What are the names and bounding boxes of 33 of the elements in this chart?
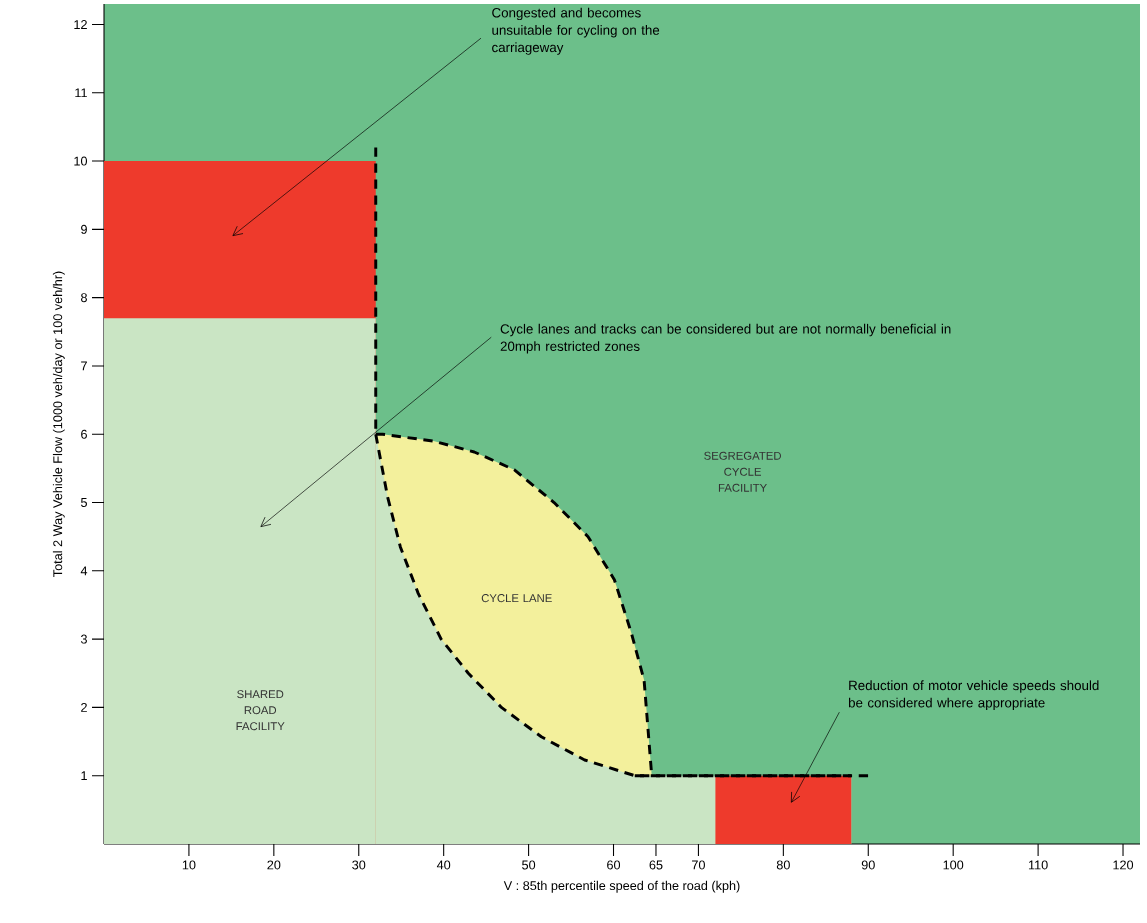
y-tick-label: 9: [81, 224, 87, 234]
x-tick-label: 90: [861, 860, 875, 870]
y-axis-title: Total 2 Way Vehicle Flow (1000 veh/day or 100 veh/hr): [52, 271, 65, 577]
x-tick-label: 30: [352, 860, 366, 870]
y-tick-label: 2: [81, 702, 87, 712]
x-tick-label: 10: [182, 860, 196, 870]
x-tick-label: 110: [1028, 860, 1048, 870]
y-tick-label: 12: [74, 20, 87, 29]
x-tick-label: 100: [943, 860, 964, 870]
x-tick-label: 40: [436, 860, 451, 870]
y-tick-label: 5: [80, 498, 87, 507]
x-tick-label: 65: [649, 860, 663, 870]
x-tick-label: 120: [1113, 860, 1134, 870]
y-tick-label: 3: [80, 634, 87, 644]
annotation: Congested and becomes unsuitable for cycling on the carriageway: [492, 7, 660, 55]
annotation: Reduction of motor vehicle speeds should be considered where appropriate: [848, 680, 1099, 711]
y-tick-label: 10: [74, 156, 88, 166]
annotation: SHARED ROAD FACILITY: [236, 690, 285, 731]
y-tick-label: 11: [75, 88, 87, 98]
x-tick-label: 70: [692, 860, 705, 870]
annotation: Cycle lanes and tracks can be considered but are not normally beneficial in 20mph restricted zones: [500, 323, 951, 354]
x-tick-label: 80: [776, 860, 790, 870]
y-tick-label: 6: [81, 429, 87, 439]
y-tick-label: 7: [81, 361, 87, 371]
x-tick-label: 50: [522, 860, 536, 870]
y-tick-label: 8: [81, 293, 87, 303]
x-tick-label: 60: [607, 860, 621, 870]
x-axis-title: V : 85th percentile speed of the road (kph): [503, 880, 740, 893]
annotation: CYCLE LANE: [481, 594, 552, 603]
y-tick-label: 1: [81, 771, 87, 781]
x-tick-label: 20: [267, 860, 281, 870]
annotation: SEGREGATED CYCLE FACILITY: [704, 451, 781, 492]
y-tick-label: 4: [80, 566, 88, 576]
